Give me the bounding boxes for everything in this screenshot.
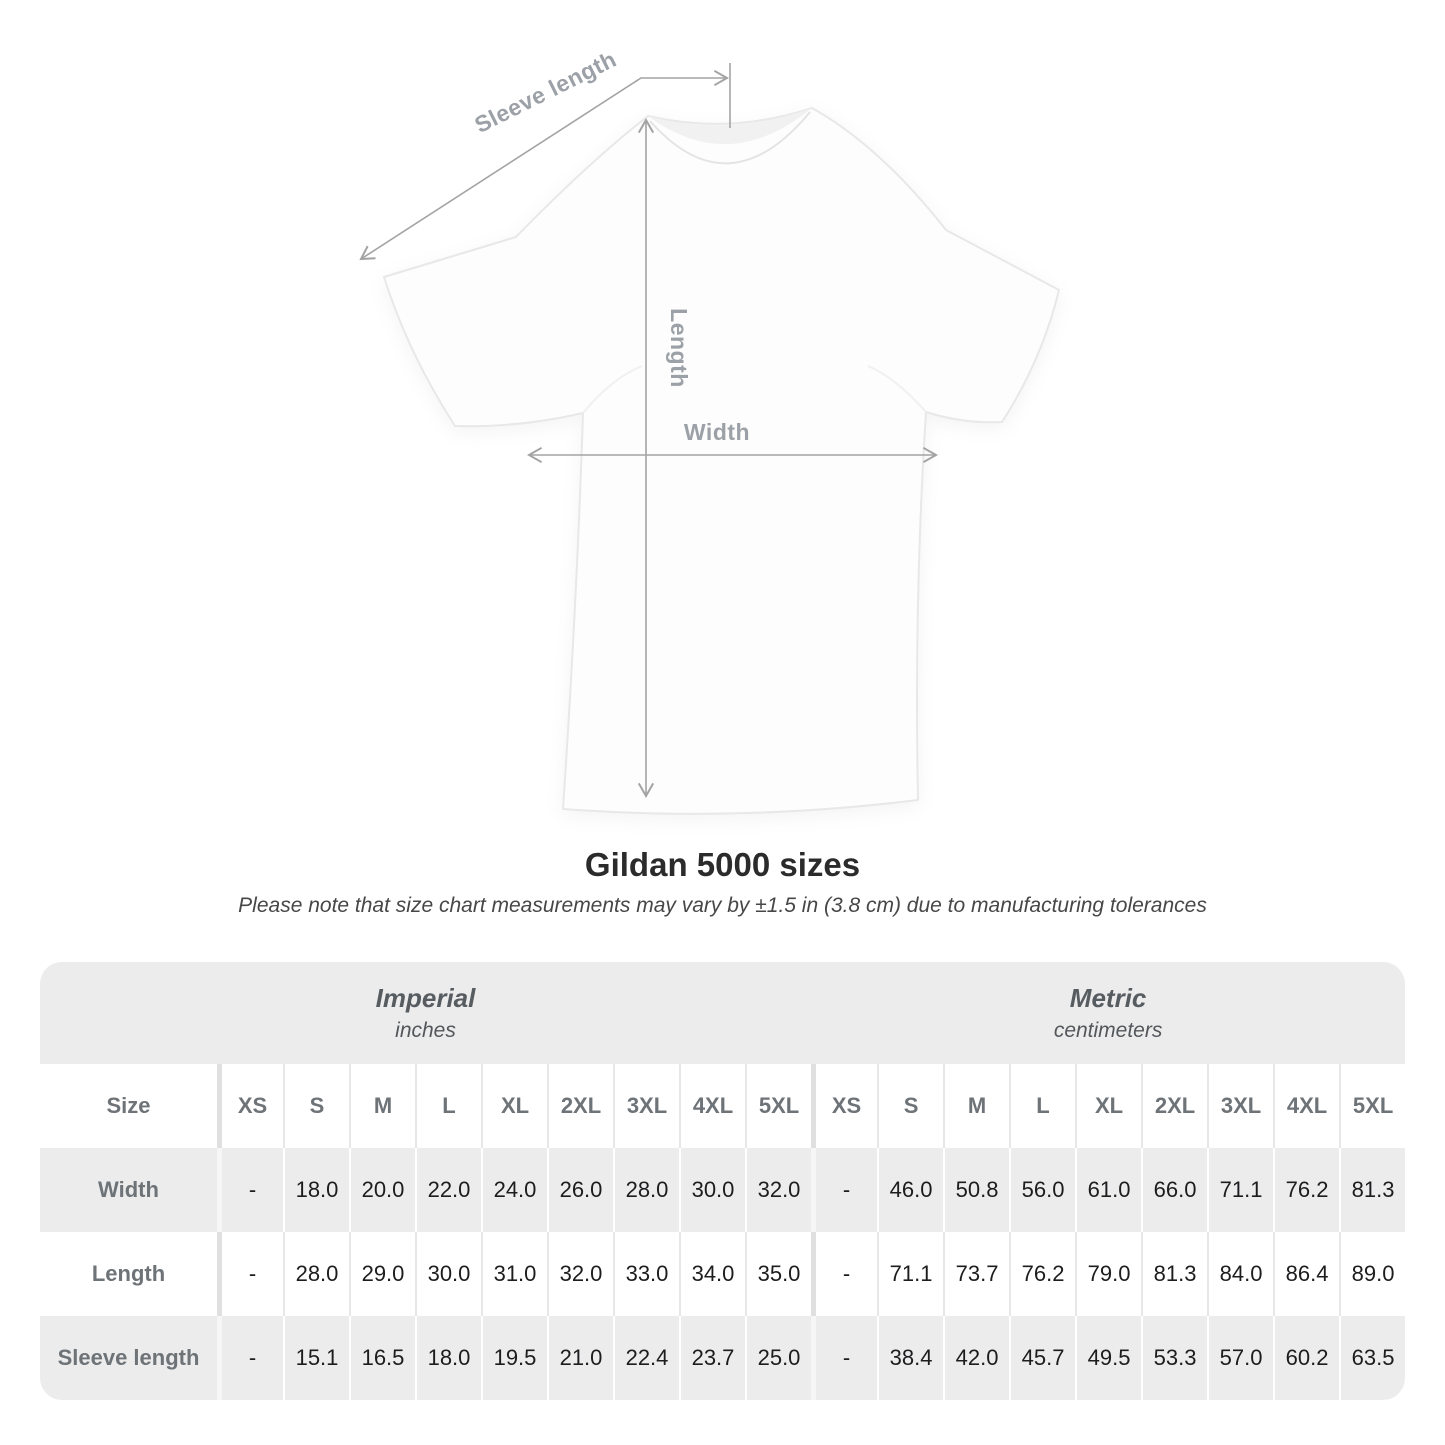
cell: 32.0 (745, 1148, 811, 1232)
cell: 22.0 (415, 1148, 481, 1232)
cell: 84.0 (1207, 1232, 1273, 1316)
length-label: Length (666, 308, 692, 388)
size-col: M (349, 1064, 415, 1148)
cell: - (217, 1232, 283, 1316)
cell: 60.2 (1273, 1316, 1339, 1400)
size-col: 3XL (613, 1064, 679, 1148)
size-col: 3XL (1207, 1064, 1273, 1148)
row-label: Sleeve length (57, 1345, 200, 1370)
size-col: XS (217, 1064, 283, 1148)
cell: 76.2 (1273, 1148, 1339, 1232)
cell: 22.4 (613, 1316, 679, 1400)
unit-group-row: Imperial inches Metric centimeters (40, 962, 1405, 1064)
size-col: M (943, 1064, 1009, 1148)
cell: - (811, 1316, 877, 1400)
cell: 86.4 (1273, 1232, 1339, 1316)
size-col: 4XL (679, 1064, 745, 1148)
sleeve-length-label: Sleeve length (470, 46, 620, 138)
cell: 71.1 (877, 1232, 943, 1316)
cell: 15.1 (283, 1316, 349, 1400)
cell: 49.5 (1075, 1316, 1141, 1400)
cell: 19.5 (481, 1316, 547, 1400)
size-col: XS (811, 1064, 877, 1148)
cell: 76.2 (1009, 1232, 1075, 1316)
cell: 81.3 (1141, 1232, 1207, 1316)
cell: - (217, 1316, 283, 1400)
size-table: Imperial inches Metric centimeters Size … (40, 962, 1405, 1400)
size-col: 2XL (547, 1064, 613, 1148)
cell: 79.0 (1075, 1232, 1141, 1316)
metric-label: Metric (1069, 983, 1147, 1013)
cell: - (217, 1148, 283, 1232)
sleeve-length-arrow (359, 69, 729, 261)
size-col: XL (1075, 1064, 1141, 1148)
cell: 45.7 (1009, 1316, 1075, 1400)
width-row: Width - 18.0 20.0 22.0 24.0 26.0 28.0 30… (40, 1148, 1405, 1232)
cell: 25.0 (745, 1316, 811, 1400)
size-col: 5XL (1339, 1064, 1405, 1148)
cell: 23.7 (679, 1316, 745, 1400)
cell: 57.0 (1207, 1316, 1273, 1400)
cell: - (811, 1232, 877, 1316)
metric-unit: centimeters (1053, 1019, 1163, 1042)
cell: 18.0 (283, 1148, 349, 1232)
cell: 20.0 (349, 1148, 415, 1232)
size-header-row: Size XS S M L XL 2XL 3XL 4XL 5XL XS S M … (40, 1064, 1405, 1148)
cell: 56.0 (1009, 1148, 1075, 1232)
width-label: Width (684, 419, 750, 445)
cell: - (811, 1148, 877, 1232)
imperial-label: Imperial (375, 983, 476, 1013)
cell: 66.0 (1141, 1148, 1207, 1232)
tshirt-illustration: Sleeve length Length Width (359, 46, 1060, 815)
cell: 35.0 (745, 1232, 811, 1316)
tolerance-note: Please note that size chart measurements… (238, 894, 1207, 917)
cell: 73.7 (943, 1232, 1009, 1316)
cell: 24.0 (481, 1148, 547, 1232)
row-label: Length (91, 1261, 166, 1286)
cell: 33.0 (613, 1232, 679, 1316)
cell: 42.0 (943, 1316, 1009, 1400)
cell: 30.0 (415, 1232, 481, 1316)
cell: 71.1 (1207, 1148, 1273, 1232)
cell: 31.0 (481, 1232, 547, 1316)
page-title: Gildan 5000 sizes (584, 846, 861, 883)
cell: 26.0 (547, 1148, 613, 1232)
size-col: 5XL (745, 1064, 811, 1148)
size-col: L (415, 1064, 481, 1148)
cell: 50.8 (943, 1148, 1009, 1232)
size-col: 2XL (1141, 1064, 1207, 1148)
armpit-fold-left (582, 365, 643, 414)
size-header: Size (106, 1093, 151, 1118)
cell: 30.0 (679, 1148, 745, 1232)
cell: 16.5 (349, 1316, 415, 1400)
cell: 89.0 (1339, 1232, 1405, 1316)
size-col: XL (481, 1064, 547, 1148)
length-row: Length - 28.0 29.0 30.0 31.0 32.0 33.0 3… (40, 1232, 1405, 1316)
cell: 32.0 (547, 1232, 613, 1316)
cell: 53.3 (1141, 1316, 1207, 1400)
armpit-fold-right (867, 365, 927, 413)
cell: 81.3 (1339, 1148, 1405, 1232)
cell: 29.0 (349, 1232, 415, 1316)
size-col: L (1009, 1064, 1075, 1148)
cell: 38.4 (877, 1316, 943, 1400)
cell: 61.0 (1075, 1148, 1141, 1232)
size-col: 4XL (1273, 1064, 1339, 1148)
size-col: S (283, 1064, 349, 1148)
sleeve-length-row: Sleeve length - 15.1 16.5 18.0 19.5 21.0… (40, 1316, 1405, 1400)
cell: 63.5 (1339, 1316, 1405, 1400)
cell: 46.0 (877, 1148, 943, 1232)
metric-group-header: Metric centimeters (811, 962, 1405, 1064)
imperial-group-header: Imperial inches (40, 962, 812, 1064)
cell: 28.0 (283, 1232, 349, 1316)
cell: 28.0 (613, 1148, 679, 1232)
imperial-unit: inches (395, 1019, 456, 1042)
cell: 34.0 (679, 1232, 745, 1316)
cell: 18.0 (415, 1316, 481, 1400)
cell: 21.0 (547, 1316, 613, 1400)
size-col: S (877, 1064, 943, 1148)
tshirt-shape (383, 107, 1060, 815)
size-diagram: Sleeve length Length Width (359, 46, 1060, 815)
row-label: Width (98, 1177, 159, 1202)
